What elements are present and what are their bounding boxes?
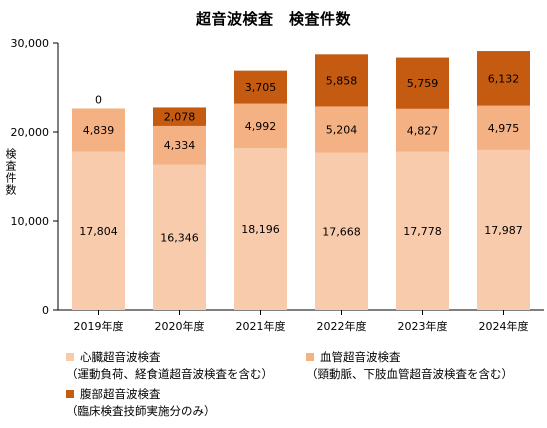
data-label: 2,078 bbox=[164, 111, 196, 124]
data-label: 17,778 bbox=[403, 225, 442, 238]
bar-segment bbox=[234, 103, 287, 149]
bar-segment bbox=[153, 107, 206, 126]
y-tick-label: 0 bbox=[42, 304, 49, 317]
data-label: 17,668 bbox=[322, 225, 361, 238]
bar-segment bbox=[477, 149, 530, 310]
bar-segment bbox=[234, 70, 287, 104]
bar-segment bbox=[396, 108, 449, 152]
legend-label-abdominal: 腹部超音波検査 bbox=[80, 387, 161, 401]
x-tick-label: 2023年度 bbox=[398, 319, 448, 333]
y-tick-label: 20,000 bbox=[11, 126, 50, 139]
y-tick-label: 30,000 bbox=[11, 37, 50, 50]
bar-segment bbox=[153, 125, 206, 165]
bar-segment bbox=[396, 151, 449, 310]
data-label: 3,705 bbox=[245, 81, 277, 94]
bar-segment bbox=[396, 57, 449, 109]
legend-label-cardiac: 心臓超音波検査 bbox=[80, 350, 161, 364]
bar-segment bbox=[234, 148, 287, 310]
data-label: 0 bbox=[95, 93, 102, 106]
x-tick-label: 2024年度 bbox=[479, 319, 529, 333]
legend-label-vascular: 血管超音波検査 bbox=[320, 350, 401, 364]
legend-swatch-cardiac bbox=[66, 353, 74, 361]
legend-note-vascular: （頸動脈、下肢血管超音波検査を含む） bbox=[306, 367, 513, 381]
data-label: 5,204 bbox=[326, 124, 358, 137]
bar-segment bbox=[477, 51, 530, 106]
legend-item-abdominal: 腹部超音波検査 （臨床検査技師実施分のみ） bbox=[66, 386, 216, 420]
bar-segment bbox=[72, 151, 125, 310]
data-label: 16,346 bbox=[160, 231, 199, 244]
legend-swatch-vascular bbox=[306, 353, 314, 361]
bar-segment bbox=[315, 106, 368, 153]
legend-note-abdominal: （臨床検査技師実施分のみ） bbox=[66, 404, 216, 418]
data-label: 6,132 bbox=[488, 72, 520, 85]
chart-title: 超音波検査 検査件数 bbox=[195, 10, 351, 28]
data-label: 17,804 bbox=[79, 225, 118, 238]
x-tick-label: 2020年度 bbox=[155, 319, 205, 333]
data-label: 17,987 bbox=[484, 224, 523, 237]
data-label: 4,334 bbox=[164, 139, 196, 152]
data-label: 4,992 bbox=[245, 120, 277, 133]
data-label: 5,759 bbox=[407, 77, 439, 90]
legend-swatch-abdominal bbox=[66, 390, 74, 398]
bar-segment bbox=[315, 152, 368, 310]
x-tick-label: 2021年度 bbox=[236, 319, 286, 333]
bar-segment bbox=[72, 108, 125, 152]
data-label: 5,858 bbox=[326, 74, 358, 87]
bar-segment bbox=[153, 164, 206, 310]
legend-item-vascular: 血管超音波検査 （頸動脈、下肢血管超音波検査を含む） bbox=[306, 349, 513, 383]
y-tick-label: 10,000 bbox=[11, 215, 50, 228]
data-label: 18,196 bbox=[241, 223, 280, 236]
x-tick-label: 2022年度 bbox=[317, 319, 367, 333]
legend-item-cardiac: 心臓超音波検査 （運動負荷、経食道超音波検査を含む） bbox=[66, 349, 273, 383]
bar-segment bbox=[477, 105, 530, 150]
data-label: 4,975 bbox=[488, 122, 520, 135]
data-label: 4,839 bbox=[83, 124, 115, 137]
bar-segment bbox=[315, 54, 368, 107]
x-tick-label: 2019年度 bbox=[74, 319, 124, 333]
y-axis-label: 検査件数 bbox=[4, 148, 17, 196]
legend-note-cardiac: （運動負荷、経食道超音波検査を含む） bbox=[66, 367, 273, 381]
data-label: 4,827 bbox=[407, 124, 439, 137]
